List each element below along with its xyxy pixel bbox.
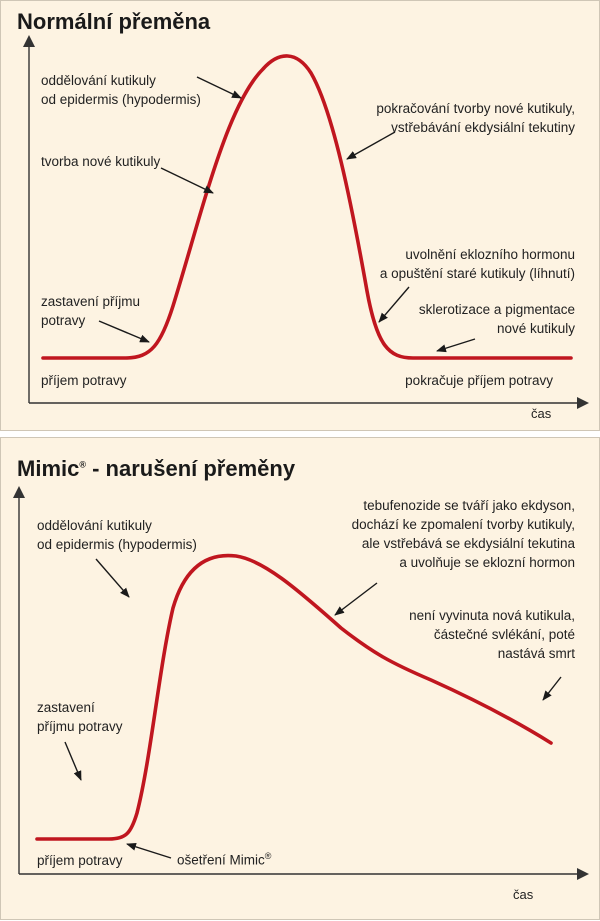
label-continued-formation-line2: vstřebávání ekdysiální tekutiny [391, 120, 575, 135]
label-cuticle-separation-line1: oddělování kutikuly [37, 518, 152, 533]
label-cuticle-separation: oddělování kutikuly od epidermis (hypode… [41, 71, 201, 109]
label-stop-feeding-line2: příjmu potravy [37, 719, 123, 734]
x-axis-label-time: čas [531, 406, 552, 421]
label-tebufenozide: tebufenozide se tváří jako ekdyson, doch… [352, 496, 575, 572]
label-tebufenozide-line2: dochází ke zpomalení tvorby kutikuly, [351, 517, 575, 532]
label-death-line2: částečné svlékání, poté [433, 627, 575, 642]
normal-molting-title: Normální přeměna [17, 9, 211, 34]
arrow-treatment [126, 842, 172, 859]
mimic-disruption-curve [35, 553, 553, 841]
label-feeding: příjem potravy [37, 853, 123, 868]
label-mimic-treatment: ošetření Mimic® [177, 847, 271, 870]
arrow-separation [95, 558, 130, 598]
y-axis-arrowhead [23, 35, 35, 47]
arrow-stop-feeding [64, 741, 82, 781]
x-axis-arrowhead [577, 868, 589, 880]
label-feeding-continues: pokračuje příjem potravy [405, 373, 553, 388]
arrow-sclerotization [436, 338, 476, 353]
label-new-cuticle-formation: tvorba nové kutikuly [41, 154, 161, 169]
label-cuticle-separation-line1: oddělování kutikuly [41, 73, 156, 88]
mimic-title-registered-mark: ® [79, 459, 86, 470]
mimic-disruption-title: Mimic® - narušení přeměny [17, 456, 295, 482]
mimic-title-rest: - narušení přeměny [86, 456, 296, 481]
label-death-line3: nastává smrt [497, 646, 575, 661]
label-stop-feeding: zastavení příjmu potravy [37, 698, 123, 736]
normal-molting-curve [41, 54, 573, 360]
label-death-line1: není vyvinuta nová kutikula, [409, 608, 575, 623]
x-axis-label-time: čas [513, 887, 534, 902]
label-sclerotization: sklerotizace a pigmentace nové kutikuly [419, 300, 575, 338]
label-stop-feeding-line1: zastavení [37, 700, 95, 715]
arrow-stop-feeding [98, 320, 150, 343]
label-eclosion-release-line2: a opuštění staré kutikuly (líhnutí) [379, 266, 575, 281]
label-continued-formation-line1: pokračování tvorby nové kutikuly, [376, 101, 575, 116]
label-stop-feeding: zastavení příjmu potravy [41, 292, 140, 330]
label-tebufenozide-line3: ale vstřebává se ekdysiální tekutina [361, 536, 575, 551]
label-stop-feeding-line2: potravy [41, 313, 86, 328]
x-axis-arrowhead [577, 397, 589, 409]
mimic-disruption-panel: Mimic® - narušení přeměny oddělování kut… [0, 437, 600, 920]
label-sclerotization-line1: sklerotizace a pigmentace [418, 302, 575, 317]
label-cuticle-separation-line2: od epidermis (hypodermis) [41, 92, 201, 107]
label-sclerotization-line2: nové kutikuly [496, 321, 575, 336]
label-feeding: příjem potravy [41, 373, 127, 388]
arrow-death [542, 676, 562, 701]
label-stop-feeding-line1: zastavení příjmu [41, 294, 141, 309]
label-tebufenozide-line1: tebufenozide se tváří jako ekdyson, [363, 498, 575, 513]
label-continued-formation: pokračování tvorby nové kutikuly, vstřeb… [376, 99, 575, 137]
mimic-title-brand: Mimic [17, 456, 80, 481]
arrow-tebufenozide [334, 582, 378, 616]
label-eclosion-hormone-release: uvolnění eklozního hormonu a opuštění st… [380, 245, 575, 283]
label-mimic-treatment-text: ošetření Mimic [177, 852, 265, 868]
label-cuticle-separation-line2: od epidermis (hypodermis) [37, 537, 197, 552]
label-tebufenozide-line4: a uvolňuje se eklozní hormon [399, 555, 575, 570]
arrow-continuation [346, 131, 396, 160]
y-axis-arrowhead [13, 486, 25, 498]
label-death: není vyvinuta nová kutikula, částečné sv… [409, 606, 575, 663]
normal-molting-panel: Normální přeměna oddělování kutikuly od … [0, 0, 600, 431]
arrow-separation [196, 76, 242, 99]
label-cuticle-separation: oddělování kutikuly od epidermis (hypode… [37, 516, 197, 554]
label-eclosion-release-line1: uvolnění eklozního hormonu [405, 247, 575, 262]
arrow-formation [160, 167, 214, 194]
mimic-disruption-diagram [13, 486, 589, 880]
label-mimic-treatment-mark: ® [264, 851, 272, 861]
normal-molting-diagram [23, 35, 589, 409]
arrow-release [378, 286, 410, 323]
